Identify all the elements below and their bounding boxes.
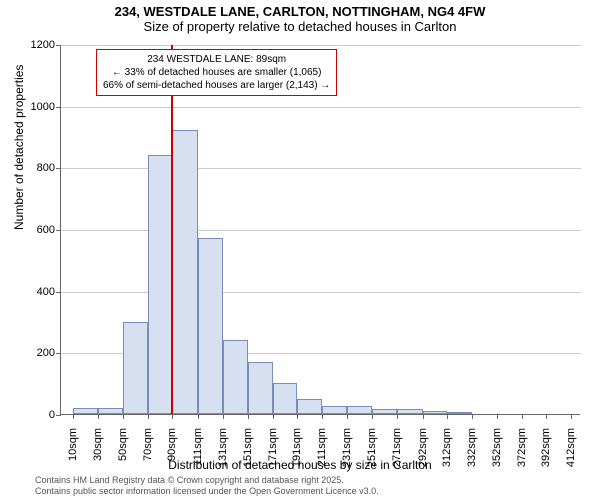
annotation-line2: ← 33% of detached houses are smaller (1,… (103, 66, 330, 79)
ytick-label: 0 (15, 409, 55, 421)
histogram-bar (73, 408, 98, 414)
histogram-bar (223, 340, 248, 414)
xtick-mark (472, 414, 473, 419)
page-title-address: 234, WESTDALE LANE, CARLTON, NOTTINGHAM,… (0, 4, 600, 19)
annotation-box: 234 WESTDALE LANE: 89sqm ← 33% of detach… (96, 49, 337, 96)
footer-line2: Contains public sector information licen… (35, 486, 379, 497)
xtick-mark (372, 414, 373, 419)
gridline (61, 107, 581, 108)
histogram-bar (322, 406, 347, 414)
gridline (61, 292, 581, 293)
xtick-mark (397, 414, 398, 419)
xtick-mark (148, 414, 149, 419)
marker-line (171, 45, 173, 414)
footer-attribution: Contains HM Land Registry data © Crown c… (35, 475, 379, 497)
page-subtitle: Size of property relative to detached ho… (0, 19, 600, 34)
xtick-mark (497, 414, 498, 419)
xtick-mark (297, 414, 298, 419)
histogram-bar (248, 362, 273, 414)
histogram-bar (98, 408, 123, 414)
xtick-mark (273, 414, 274, 419)
annotation-line1: 234 WESTDALE LANE: 89sqm (103, 53, 330, 66)
xtick-mark (172, 414, 173, 419)
histogram-bar (397, 409, 423, 414)
xtick-mark (546, 414, 547, 419)
ytick-mark (56, 107, 61, 108)
histogram-bar (172, 130, 198, 414)
ytick-label: 400 (15, 286, 55, 298)
xtick-mark (98, 414, 99, 419)
plot-area: 02004006008001000120010sqm30sqm50sqm70sq… (60, 45, 580, 415)
ytick-label: 1000 (15, 101, 55, 113)
gridline (61, 230, 581, 231)
histogram-bar (123, 322, 148, 415)
y-axis-label: Number of detached properties (12, 65, 26, 230)
gridline (61, 168, 581, 169)
xtick-mark (223, 414, 224, 419)
ytick-mark (56, 292, 61, 293)
histogram-bar (198, 238, 223, 414)
ytick-mark (56, 230, 61, 231)
ytick-mark (56, 45, 61, 46)
histogram-bar (423, 411, 448, 414)
ytick-label: 600 (15, 224, 55, 236)
ytick-label: 800 (15, 162, 55, 174)
histogram-bar (148, 155, 173, 414)
gridline (61, 45, 581, 46)
xtick-mark (423, 414, 424, 419)
ytick-label: 1200 (15, 39, 55, 51)
footer-line1: Contains HM Land Registry data © Crown c… (35, 475, 379, 486)
xtick-mark (522, 414, 523, 419)
chart-area: 02004006008001000120010sqm30sqm50sqm70sq… (60, 45, 580, 415)
annotation-line3: 66% of semi-detached houses are larger (… (103, 79, 330, 92)
histogram-bar (273, 383, 298, 414)
xtick-mark (347, 414, 348, 419)
xtick-mark (248, 414, 249, 419)
xtick-mark (123, 414, 124, 419)
xtick-mark (322, 414, 323, 419)
ytick-mark (56, 415, 61, 416)
x-axis-label: Distribution of detached houses by size … (0, 458, 600, 472)
ytick-mark (56, 353, 61, 354)
histogram-bar (347, 406, 372, 414)
histogram-bar (447, 412, 472, 414)
xtick-mark (198, 414, 199, 419)
histogram-bar (372, 409, 397, 414)
xtick-mark (447, 414, 448, 419)
xtick-mark (73, 414, 74, 419)
ytick-mark (56, 168, 61, 169)
histogram-bar (297, 399, 322, 414)
xtick-mark (571, 414, 572, 419)
ytick-label: 200 (15, 347, 55, 359)
